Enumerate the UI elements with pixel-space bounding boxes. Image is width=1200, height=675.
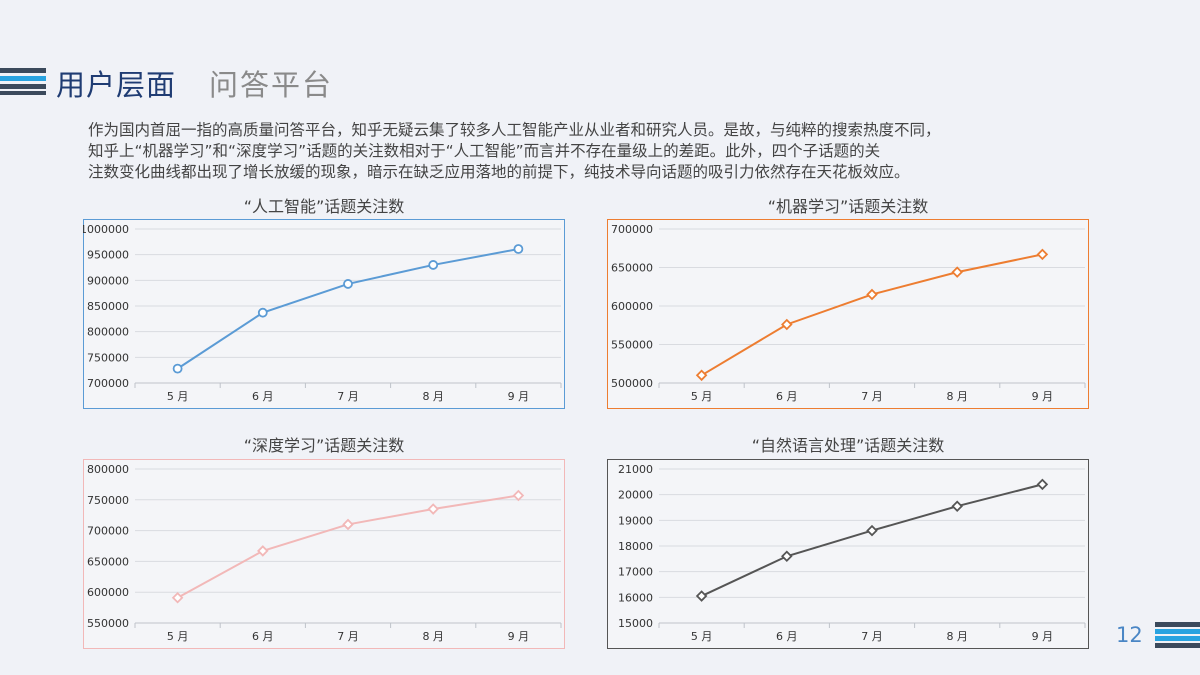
y-tick-label: 19000: [618, 514, 653, 527]
data-point: [171, 591, 184, 604]
y-tick-label: 500000: [611, 377, 653, 390]
x-tick-label: 8 月: [422, 390, 444, 403]
page-number: 12: [1116, 623, 1143, 647]
x-tick-label: 7 月: [861, 630, 883, 643]
data-point: [343, 279, 353, 289]
data-point: [866, 288, 878, 301]
chart-svg: 700000 650000 600000 550000 500000 5 月 6 月 7 月 8…: [607, 219, 1089, 409]
data-point: [428, 260, 439, 270]
y-tick-label: 800000: [87, 326, 129, 339]
chart-ml-followers: 700000 650000 600000 550000 500000 5 月 6 月 7 月 8…: [607, 219, 1089, 409]
y-tick-label: 550000: [611, 339, 653, 352]
chart-svg: 1000000 950000 900000 850000 800000 750000 700…: [83, 219, 565, 409]
x-tick-label: 6 月: [776, 630, 798, 643]
chart-title-ai: “人工智能”话题关注数: [243, 197, 405, 216]
y-tick-label: 1000000: [83, 223, 129, 236]
data-point: [512, 489, 525, 502]
chart-ai-followers: 1000000 950000 900000 850000 800000 750000 700…: [83, 219, 565, 409]
chart-title-nlp: “自然语言处理”话题关注数: [751, 436, 945, 455]
y-tick-label: 750000: [87, 494, 129, 507]
chart-border: [83, 459, 565, 649]
y-tick-label: 700000: [87, 377, 129, 390]
x-tick-label: 5 月: [167, 630, 189, 643]
chart-nlp-followers: 21000 20000 19000 18000 17000 16000 15000 5 月 6 …: [607, 459, 1089, 649]
data-point: [951, 500, 963, 512]
paragraph-line: 作为国内首屈一指的高质量问答平台，知乎无疑云集了较多人工智能产业从业者和研究人员…: [88, 121, 941, 139]
data-point: [257, 545, 269, 557]
page-subtitle: 问答平台: [209, 68, 334, 102]
paragraph-line: 知乎上“机器学习”和“深度学习”话题的关注数相对于“人工智能”而言并不存在量级上…: [88, 142, 881, 160]
y-tick-label: 800000: [87, 463, 129, 476]
data-point: [695, 369, 708, 382]
chart-svg: 800000 750000 700000 650000 600000 550000 5 月 6…: [83, 459, 565, 649]
data-point: [1036, 248, 1049, 261]
y-tick-label: 18000: [618, 540, 653, 553]
y-tick-label: 750000: [87, 351, 129, 364]
data-point: [342, 518, 354, 531]
x-tick-label: 7 月: [337, 630, 359, 643]
x-tick-label: 6 月: [776, 390, 798, 403]
y-tick-label: 550000: [87, 617, 129, 630]
y-tick-label: 21000: [618, 463, 653, 476]
x-tick-label: 9 月: [1032, 390, 1054, 403]
y-tick-label: 16000: [618, 591, 653, 604]
data-point: [172, 363, 183, 374]
data-point: [781, 550, 793, 563]
series-line: [177, 248, 519, 370]
y-tick-label: 15000: [618, 617, 653, 630]
series-line: [701, 253, 1043, 377]
x-tick-label: 5 月: [167, 390, 189, 403]
chart-title-dl: “深度学习”话题关注数: [243, 436, 405, 455]
y-tick-label: 600000: [87, 586, 129, 599]
chart-border: [83, 219, 565, 409]
y-tick-label: 700000: [87, 525, 129, 538]
x-tick-label: 9 月: [508, 390, 530, 403]
y-tick-label: 900000: [87, 274, 129, 287]
x-tick-label: 7 月: [861, 390, 883, 403]
chart-title-ml: “机器学习”话题关注数: [767, 197, 929, 216]
x-tick-label: 8 月: [946, 630, 968, 643]
y-tick-label: 850000: [87, 300, 129, 313]
data-point: [695, 590, 708, 602]
page-title: 用户层面: [56, 68, 177, 102]
paragraph-line: 注数变化曲线都出现了增长放缓的现象，暗示在缺乏应用落地的前提下，纯技术导向话题的…: [88, 163, 910, 181]
data-point: [866, 524, 878, 537]
x-tick-label: 5 月: [691, 390, 713, 403]
data-point: [427, 503, 439, 515]
x-tick-label: 8 月: [946, 390, 968, 403]
x-tick-label: 9 月: [508, 630, 530, 643]
y-tick-label: 600000: [611, 300, 653, 313]
chart-border: [607, 459, 1089, 649]
y-tick-label: 700000: [611, 223, 653, 236]
y-tick-label: 20000: [618, 489, 653, 502]
data-point: [513, 244, 524, 254]
title-decoration-stripes: [0, 68, 46, 96]
x-tick-label: 8 月: [422, 630, 444, 643]
chart-border: [607, 219, 1089, 409]
data-point: [1036, 478, 1049, 491]
series-line: [701, 483, 1043, 597]
data-point: [951, 266, 963, 278]
y-tick-label: 950000: [87, 249, 129, 262]
series-line: [177, 494, 519, 599]
x-tick-label: 5 月: [691, 630, 713, 643]
data-point: [257, 307, 268, 318]
data-point: [781, 318, 793, 331]
chart-dl-followers: 800000 750000 700000 650000 600000 550000 5 月 6…: [83, 459, 565, 649]
y-tick-label: 650000: [611, 262, 653, 275]
x-tick-label: 9 月: [1032, 630, 1054, 643]
footer-decoration-stripes: [1155, 622, 1200, 648]
chart-svg: 21000 20000 19000 18000 17000 16000 15000 5 月 6 …: [607, 459, 1089, 649]
intro-paragraph: 作为国内首屈一指的高质量问答平台，知乎无疑云集了较多人工智能产业从业者和研究人员…: [88, 120, 1118, 183]
y-tick-label: 650000: [87, 555, 129, 568]
x-tick-label: 6 月: [252, 390, 273, 403]
x-tick-label: 7 月: [337, 390, 359, 403]
x-tick-label: 6 月: [252, 630, 273, 643]
y-tick-label: 17000: [618, 566, 653, 579]
